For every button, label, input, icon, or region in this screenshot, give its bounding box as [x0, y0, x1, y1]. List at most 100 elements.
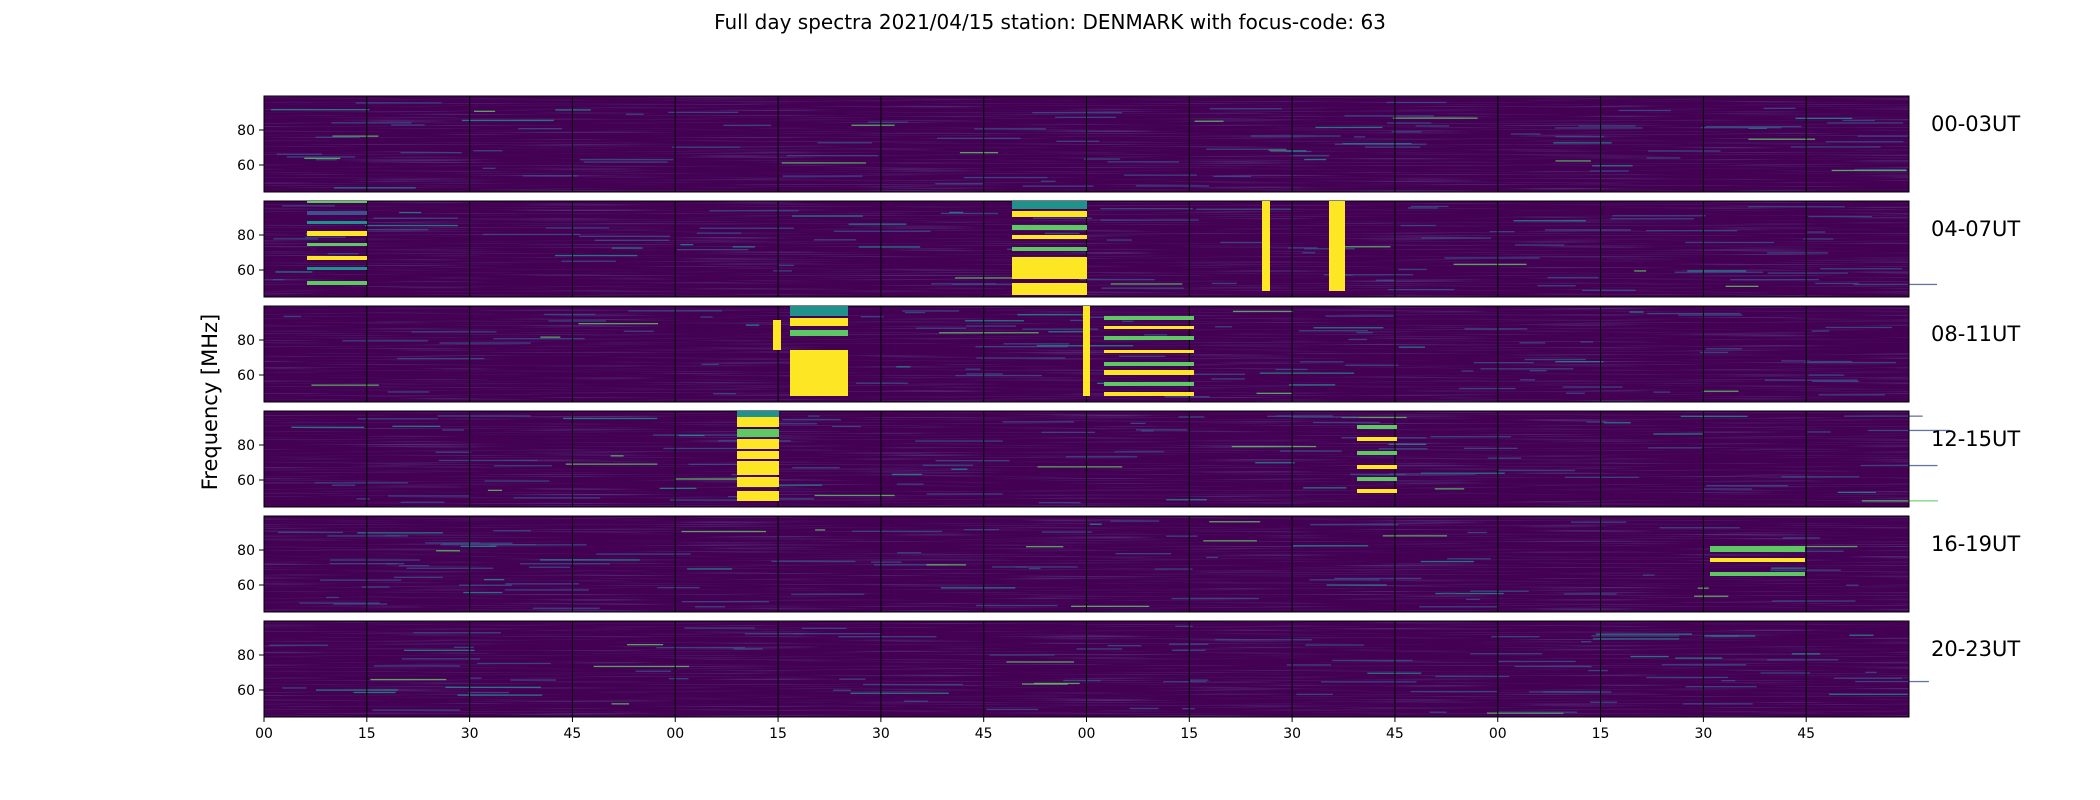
spectrum-streak	[1044, 232, 1080, 234]
x-tick-label: 15	[358, 726, 376, 742]
spectrum-streak	[555, 254, 638, 257]
spectrum-streak	[1122, 320, 1134, 322]
burst-band	[1357, 477, 1397, 481]
spectrum-streak	[940, 587, 1016, 589]
spectrum-streak	[856, 382, 909, 384]
spectrum-streak	[276, 153, 322, 155]
spectrum-streak	[474, 110, 496, 112]
spectrum-streak	[1781, 476, 1860, 478]
spectrum-row: 80 60 20-23UT	[237, 620, 2020, 718]
spectrum-streak	[579, 159, 674, 161]
burst-band	[1357, 437, 1397, 441]
burst-band	[1104, 336, 1194, 340]
spectrum-streak	[459, 584, 513, 586]
spectrum-streak	[1292, 545, 1369, 547]
spectrum-streak	[1089, 523, 1102, 525]
spectrum-streak	[1041, 431, 1095, 433]
spectrum-streak	[1038, 502, 1081, 504]
spectrum-streak	[860, 316, 884, 318]
spectrum-streak	[699, 227, 794, 229]
spectrum-streak	[1365, 146, 1421, 148]
spectrum-streak	[1386, 101, 1447, 104]
spectrum-streak	[373, 217, 458, 219]
spectrum-streak	[1100, 219, 1199, 221]
burst-band	[307, 211, 367, 215]
spectrum-streak	[1487, 712, 1564, 714]
spectrum-streak	[1017, 314, 1088, 316]
spectrum-streak	[1250, 135, 1341, 137]
spectrum-streak	[863, 683, 963, 686]
spectrum-streak	[1807, 431, 1831, 433]
spectrum-streak	[413, 632, 501, 634]
spectrum-streak	[611, 247, 643, 249]
spectrum-streak	[713, 393, 737, 395]
spectrum-streak	[1772, 600, 1856, 602]
spectrum-streak	[1388, 289, 1455, 291]
burst-band	[737, 451, 779, 459]
spectrum-streak	[1286, 664, 1332, 666]
spectrum-streak	[1022, 683, 1068, 685]
spectrum-streak	[561, 260, 616, 262]
burst-band	[307, 256, 367, 260]
spectrum-streak	[594, 239, 670, 241]
burst-band	[790, 330, 848, 336]
spectrum-streak	[1003, 343, 1070, 345]
burst-band	[773, 320, 781, 350]
spectrum-streak	[333, 603, 388, 605]
burst-feature	[790, 306, 848, 396]
spectrum-streak	[1107, 161, 1180, 163]
spectrum-streak	[773, 270, 793, 272]
spectrum-streak	[457, 694, 543, 696]
spectrum-streak	[1612, 215, 1706, 217]
spectrum-streak	[1825, 326, 1892, 329]
spectrum-streak	[1857, 135, 1908, 137]
spectrum-streak	[1135, 185, 1209, 187]
burst-band	[1083, 306, 1090, 396]
spectrum-row: 80 60 08-11UT	[237, 305, 2020, 403]
spectrum-streak	[1466, 598, 1480, 600]
spectrum-streak	[1630, 655, 1669, 658]
spectrum-streak	[1653, 433, 1704, 435]
spectrum-streak	[477, 662, 551, 665]
burst-band	[307, 231, 367, 236]
spectrum-streak	[1854, 169, 1907, 171]
x-tick-label: 00	[1078, 726, 1096, 742]
spectrum-streak	[1220, 241, 1270, 244]
spectrum-streak	[1194, 120, 1224, 122]
spectrum-streak	[372, 709, 460, 711]
spectrum-streak	[388, 495, 471, 497]
chart-title: Full day spectra 2021/04/15 station: DEN…	[714, 10, 1386, 34]
spectrum-streak	[1305, 644, 1365, 646]
spectrum-streak	[1382, 535, 1447, 537]
spectrum-streak	[833, 689, 851, 691]
spectrum-streak	[271, 109, 370, 111]
spectrum-streak	[902, 310, 960, 312]
burst-feature	[773, 320, 781, 350]
spectrum-streak	[659, 487, 697, 489]
spectrum-streak	[1564, 593, 1617, 595]
spectrum-streak	[299, 602, 380, 604]
spectrum-streak	[1387, 122, 1432, 124]
spectrum-streak	[1287, 247, 1318, 249]
spectrum-streak	[949, 211, 964, 214]
spectrum-streak	[963, 529, 1000, 531]
spectrum-streak	[1302, 252, 1316, 254]
spectrum-streak	[513, 497, 601, 499]
row-label: 00-03UT	[1931, 112, 2020, 136]
spectrum-streak	[733, 648, 763, 650]
spectrum-streak	[975, 604, 1058, 607]
x-tick-label: 45	[1386, 726, 1404, 742]
spectrum-streak	[1420, 560, 1474, 563]
spectrum-streak	[1174, 373, 1245, 375]
spectrum-streak	[532, 607, 600, 609]
spectrum-streak	[1834, 677, 1902, 679]
spectrum-streak	[1276, 415, 1333, 417]
spectrum-streak	[387, 391, 430, 393]
spectrum-streak	[1178, 416, 1205, 418]
spectrum-streak	[1480, 368, 1574, 370]
burst-band	[1104, 350, 1194, 353]
spectrum-streak	[723, 124, 771, 126]
spectrum-streak	[1470, 590, 1529, 592]
burst-band	[307, 201, 367, 203]
spectrum-streak	[1350, 473, 1406, 475]
